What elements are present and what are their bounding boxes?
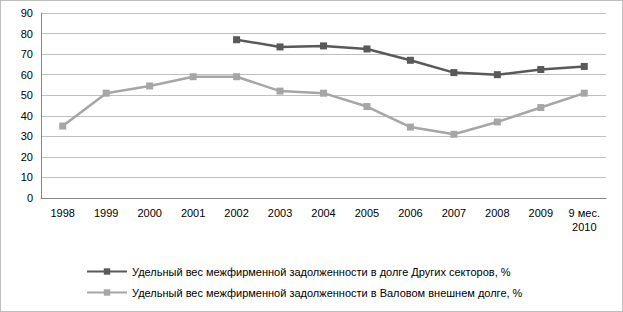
svg-text:70: 70 [21, 48, 33, 60]
svg-text:30: 30 [21, 130, 33, 142]
svg-text:2007: 2007 [442, 207, 466, 219]
svg-text:2005: 2005 [355, 207, 379, 219]
svg-text:2004: 2004 [311, 207, 335, 219]
svg-text:10: 10 [21, 171, 33, 183]
svg-text:80: 80 [21, 28, 33, 40]
svg-text:9 мес.: 9 мес. [569, 207, 600, 219]
svg-text:2002: 2002 [224, 207, 248, 219]
svg-text:1998: 1998 [50, 207, 74, 219]
svg-text:60: 60 [21, 69, 33, 81]
svg-text:2000: 2000 [137, 207, 161, 219]
svg-text:20: 20 [21, 151, 33, 163]
svg-text:2009: 2009 [529, 207, 553, 219]
svg-text:40: 40 [21, 110, 33, 122]
svg-text:2003: 2003 [268, 207, 292, 219]
svg-text:Удельный вес межфирменной задо: Удельный вес межфирменной задолженности … [132, 287, 523, 299]
svg-text:2008: 2008 [485, 207, 509, 219]
svg-text:2006: 2006 [398, 207, 422, 219]
svg-text:2010: 2010 [572, 221, 596, 233]
svg-text:50: 50 [21, 89, 33, 101]
svg-text:Удельный вес межфирменной задо: Удельный вес межфирменной задолженности … [132, 266, 511, 278]
svg-text:0: 0 [27, 192, 33, 204]
svg-text:90: 90 [21, 7, 33, 19]
svg-text:1999: 1999 [94, 207, 118, 219]
svg-text:2001: 2001 [181, 207, 205, 219]
